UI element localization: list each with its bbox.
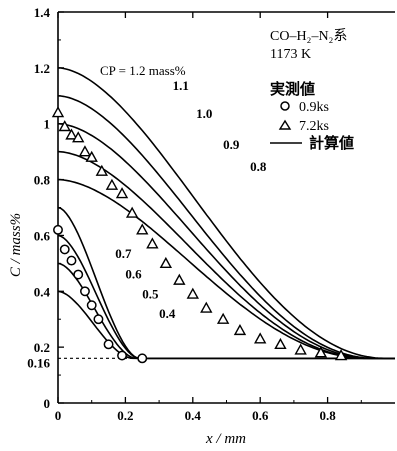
measured-point-7-2ks <box>51 106 65 118</box>
measured-point-7-2ks <box>314 346 328 358</box>
legend-line-label: 計算値 <box>309 134 354 152</box>
y-tick-label: 1 <box>44 117 51 132</box>
x-tick-label: 0.4 <box>185 408 202 423</box>
measured-point-7-2ks <box>136 223 149 235</box>
measured-point-7-2ks <box>274 337 287 350</box>
legend-temperature-label: 1173 K <box>270 47 311 62</box>
measured-point-7-2ks <box>125 206 139 218</box>
measured-point-0-9ks <box>137 353 148 364</box>
curve-label: 0.6 <box>125 267 142 282</box>
curve-label: 1.1 <box>173 78 189 93</box>
measured-point-0-9ks <box>59 244 70 255</box>
y-tick-label-0-16: 0.16 <box>27 355 50 370</box>
curve-label: 0.5 <box>142 286 159 301</box>
legend-circle-marker <box>280 101 290 111</box>
y-tick-label: 0.2 <box>34 340 50 355</box>
curve-label: 0.8 <box>250 159 267 174</box>
measured-point-7-2ks <box>78 145 92 157</box>
measured-point-7-2ks <box>115 187 129 199</box>
x-tick-label: 0.8 <box>319 408 336 423</box>
x-axis-title: x / mm <box>205 431 246 447</box>
measured-point-7-2ks <box>216 312 230 324</box>
measured-point-7-2ks <box>186 287 199 299</box>
measured-point-7-2ks <box>58 120 71 132</box>
x-tick-label: 0.2 <box>117 408 133 423</box>
y-tick-label: 0 <box>44 396 51 411</box>
measured-point-7-2ks <box>65 128 78 140</box>
legend: CO–H₂–N₂系 1173 K 実測値 0.9ks 7.2ks 計算値 <box>270 28 354 152</box>
measured-markers <box>51 106 348 364</box>
measured-point-7-2ks <box>254 332 267 344</box>
measured-point-7-2ks <box>173 273 186 285</box>
curve-label: 0.4 <box>159 306 176 321</box>
axes: 0 0.2 0.4 0.6 0.8 0 0.2 0.4 0.6 0.8 1 1.2 1.4 0.16 <box>27 5 395 423</box>
measured-point-0-9ks <box>53 224 63 235</box>
curve-label: 1.0 <box>196 106 212 121</box>
measured-point-7-2ks <box>233 323 247 336</box>
y-tick-label: 0.6 <box>34 228 51 243</box>
legend-system-label: CO–H₂–N₂系 <box>270 28 347 44</box>
calculated-curves <box>57 67 395 360</box>
measured-point-7-2ks <box>95 164 108 176</box>
measured-point-0-9ks <box>86 300 97 311</box>
measured-point-7-2ks <box>85 150 98 162</box>
curve-label: 0.7 <box>115 246 132 261</box>
measured-point-7-2ks <box>159 256 173 269</box>
y-tick-label: 0.8 <box>34 173 51 188</box>
measured-point-7-2ks <box>334 349 348 361</box>
legend-triangle-label: 7.2ks <box>299 119 329 134</box>
measured-point-0-9ks <box>80 286 90 297</box>
legend-triangle-marker <box>278 119 292 130</box>
curve-label: 0.9 <box>223 137 240 152</box>
y-tick-label: 0.4 <box>34 284 51 299</box>
calculated-curve-0-9 <box>57 150 395 360</box>
measured-point-0-9ks <box>73 269 84 280</box>
measured-point-7-2ks <box>200 301 213 313</box>
measured-point-0-9ks <box>117 350 127 361</box>
legend-circle-label: 0.9ks <box>299 100 329 115</box>
calculated-curve-1-1 <box>57 95 395 360</box>
measured-point-7-2ks <box>146 237 159 249</box>
measured-point-0-9ks <box>103 339 114 350</box>
measured-point-7-2ks <box>105 178 119 190</box>
curve-labels: 1.1 1.0 0.9 0.8 0.7 0.60.50.4 <box>115 78 267 321</box>
measured-point-7-2ks <box>294 343 307 355</box>
measured-point-7-2ks <box>72 131 85 143</box>
cp-title: CP = 1.2 mass% <box>100 63 186 78</box>
y-tick-label: 1.4 <box>34 5 51 20</box>
x-tick-label: 0 <box>55 408 62 423</box>
y-tick-label: 1.2 <box>34 61 50 76</box>
measured-point-0-9ks <box>93 314 104 325</box>
calculated-curve-1-2 <box>57 67 395 360</box>
legend-measured-label: 実測値 <box>270 80 315 98</box>
x-tick-label: 0.6 <box>252 408 269 423</box>
y-axis-title: C / mass% <box>8 213 24 277</box>
measured-point-0-9ks <box>66 255 77 266</box>
